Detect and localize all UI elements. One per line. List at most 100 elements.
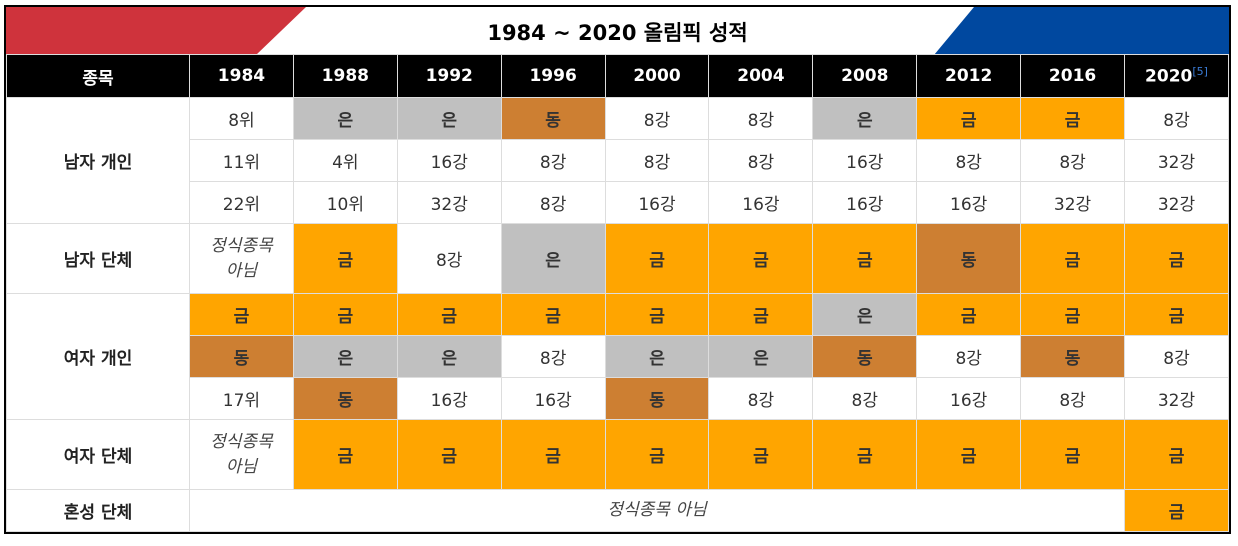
result-cell: 16강	[396, 139, 502, 182]
header-year: 2012	[916, 54, 1022, 98]
year-label: 2016	[1048, 66, 1097, 86]
result-cell: 금	[812, 419, 918, 490]
result-cell: 금	[292, 419, 398, 490]
result-cell: 금	[708, 293, 814, 336]
result-cell: 8위	[189, 97, 294, 140]
result-cell: 32강	[396, 181, 502, 224]
result-cell: 17위	[189, 377, 294, 420]
header-year: 1996	[500, 54, 606, 98]
result-cell: 동	[1020, 335, 1126, 378]
header-event: 종목	[6, 54, 190, 98]
result-cell: 4위	[292, 139, 398, 182]
result-cell: 동	[292, 377, 398, 420]
result-cell: 은	[812, 293, 918, 336]
blue-banner-decoration	[934, 7, 1229, 54]
table-row: 남자 개인 8위 은 은 동 8강 8강 은 금 금 8강	[6, 97, 1229, 224]
result-cell: 16강	[916, 181, 1022, 224]
event-name: 여자 개인	[6, 293, 190, 420]
result-cell: 8강	[604, 139, 710, 182]
table-row: 17위 동 16강 16강 동 8강 8강 16강 8강 32강	[7, 377, 1229, 420]
result-cell: 16강	[708, 181, 814, 224]
result-cell: 8강	[396, 223, 502, 294]
result-cell: 8강	[1124, 97, 1229, 140]
result-cell: 8강	[1124, 335, 1229, 378]
event-name: 남자 개인	[6, 97, 190, 224]
result-cell: 금	[396, 293, 502, 336]
result-cell: 금	[916, 293, 1022, 336]
result-cell: 금	[1020, 293, 1126, 336]
year-label: 2004	[737, 66, 785, 86]
table-title-bar: 1984 ~ 2020 올림픽 성적	[6, 7, 1229, 54]
footnote-link[interactable]: [5]	[1192, 65, 1208, 79]
event-name: 남자 단체	[6, 223, 190, 294]
result-cell: 은	[396, 335, 502, 378]
header-year: 1988	[292, 54, 398, 98]
table-row: 22위 10위 32강 8강 16강 16강 16강 16강 32강 32강	[7, 181, 1229, 224]
result-cell: 22위	[189, 181, 294, 224]
result-cell: 16강	[812, 181, 918, 224]
result-cell: 8강	[708, 139, 814, 182]
year-label: 2008	[841, 66, 889, 86]
result-cell: 32강	[1124, 377, 1229, 420]
table-row: 동 은 은 8강 은 은 동 8강 동 8강	[7, 335, 1229, 378]
header-year: 2004	[708, 54, 814, 98]
result-cell: 11위	[189, 139, 294, 182]
year-label: 1996	[529, 66, 577, 86]
result-cell: 금	[708, 223, 814, 294]
result-cell: 16강	[396, 377, 502, 420]
result-cell: 금	[189, 293, 294, 336]
year-label: 1992	[425, 66, 473, 86]
header-year: 1992	[396, 54, 502, 98]
header-row: 종목 1984 1988 1992 1996 2000 2004 2008 2012 2016 2…	[6, 54, 1229, 98]
header-year: 2016	[1020, 54, 1126, 98]
result-cell: 은	[396, 97, 502, 140]
header-year: 2008	[812, 54, 918, 98]
result-cell: 8강	[1020, 139, 1126, 182]
olympic-results-table: 1984 ~ 2020 올림픽 성적 종목 1984 1988 1992 1996 20…	[4, 5, 1231, 534]
result-cell: 금	[1124, 419, 1229, 490]
result-cell: 8강	[916, 335, 1022, 378]
result-cell: 금	[1124, 293, 1229, 336]
event-name: 여자 단체	[6, 419, 190, 490]
result-cell: 금	[1020, 419, 1126, 490]
result-cell: 정식종목 아님	[188, 489, 1126, 532]
result-cell: 정식종목 아님	[189, 419, 294, 490]
result-cell: 16강	[500, 377, 606, 420]
result-cell: 동	[604, 377, 710, 420]
header-year: 1984	[189, 54, 294, 98]
result-cell: 8강	[708, 377, 814, 420]
result-cell: 금	[604, 419, 710, 490]
result-cell: 금	[604, 293, 710, 336]
result-cell: 은	[812, 97, 918, 140]
result-cell: 금	[1124, 223, 1229, 294]
result-cell: 은	[708, 335, 814, 378]
year-label: 2020	[1145, 66, 1193, 87]
result-cell: 정식종목 아님	[189, 223, 294, 294]
result-cell: 동	[189, 335, 294, 378]
result-cell: 금	[396, 419, 502, 490]
result-cell: 32강	[1020, 181, 1126, 224]
table-row: 11위 4위 16강 8강 8강 8강 16강 8강 8강 32강	[7, 139, 1229, 182]
year-label: 2000	[633, 66, 681, 86]
result-cell: 16강	[812, 139, 918, 182]
table-row: 남자 단체 정식종목 아님 금 8강 은 금 금 금 동 금 금	[6, 223, 1229, 294]
result-cell: 은	[292, 97, 398, 140]
result-cell: 16강	[604, 181, 710, 224]
result-cell: 8강	[708, 97, 814, 140]
result-cell: 금	[500, 419, 606, 490]
header-year: 2000	[604, 54, 710, 98]
result-cell: 금	[292, 223, 398, 294]
result-cell: 32강	[1124, 139, 1229, 182]
result-cell: 금	[812, 223, 918, 294]
result-cell: 동	[812, 335, 918, 378]
result-cell: 8강	[1020, 377, 1126, 420]
result-cell: 금	[916, 97, 1022, 140]
event-name: 혼성 단체	[6, 489, 190, 532]
result-cell: 8강	[500, 181, 606, 224]
table-title: 1984 ~ 2020 올림픽 성적	[487, 21, 748, 45]
result-cell: 금	[1124, 489, 1229, 532]
red-banner-decoration	[6, 7, 306, 54]
result-cell: 8강	[916, 139, 1022, 182]
result-cell: 32강	[1124, 181, 1229, 224]
result-cell: 금	[916, 419, 1022, 490]
